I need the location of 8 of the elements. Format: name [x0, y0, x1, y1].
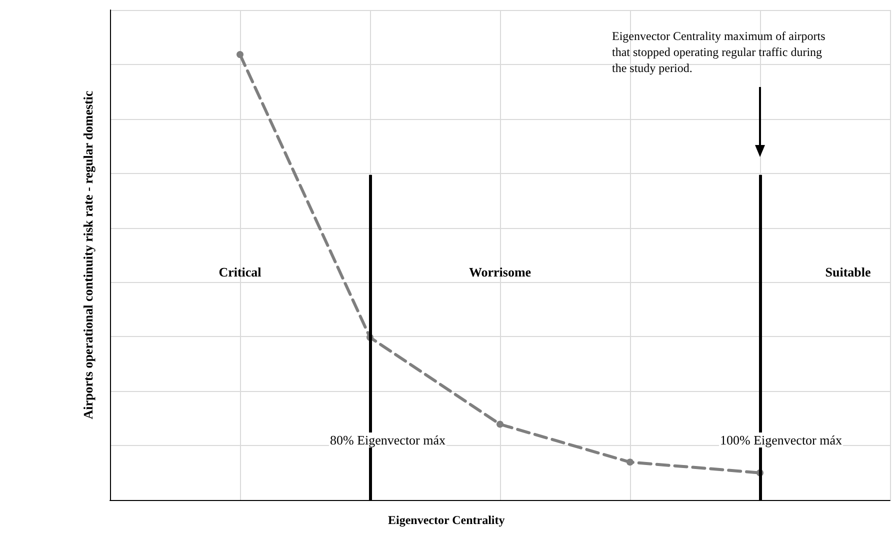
x-axis-title: Eigenvector Centrality [388, 513, 505, 527]
annotation: Critical [218, 264, 262, 280]
annotation: 100% Eigenvector máx [720, 432, 843, 448]
annotation: Suitable [825, 264, 871, 280]
annotation: Worrisome [468, 264, 532, 280]
y-axis-title: Airports operational continuity risk rate - regular domestic [80, 90, 96, 420]
annotation: Eigenvector Centrality maximum of airports that stopped operating regular traffic during the study period. [612, 29, 826, 75]
annotation: 80% Eigenvector máx [330, 432, 446, 448]
